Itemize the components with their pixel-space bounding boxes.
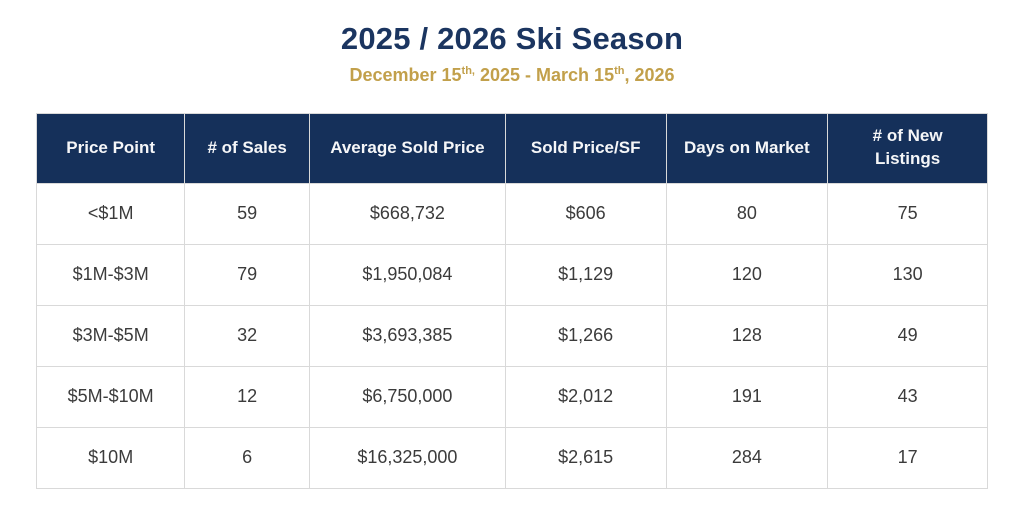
table-cell: 79	[184, 243, 310, 306]
table-cell: <$1M	[35, 182, 186, 245]
table-cell: $1M-$3M	[35, 243, 186, 306]
table-cell: 284	[665, 426, 829, 489]
column-header: Average Sold Price	[308, 112, 506, 184]
table-cell: $1,129	[504, 243, 667, 306]
table-row: $3M-$5M 32 $3,693,385 $1,266 128 49	[35, 304, 988, 367]
subtitle-superscript-1: th,	[461, 65, 475, 78]
table-cell: 128	[665, 304, 829, 367]
table-cell: $3M-$5M	[35, 304, 186, 367]
table-cell: 43	[827, 365, 988, 428]
page-title: 2025 / 2026 Ski Season	[340, 21, 684, 56]
subtitle-superscript-2: th	[614, 65, 625, 78]
page-subtitle: December 15th, 2025 - March 15th, 2026	[0, 65, 1024, 87]
table-cell: 75	[827, 182, 988, 245]
column-header: # of Sales	[184, 112, 310, 184]
table-header-row: Price Point # of Sales Average Sold Price S…	[35, 112, 988, 184]
table-cell: $6,750,000	[308, 365, 506, 428]
table-row: <$1M 59 $668,732 $606 80 75	[35, 182, 988, 245]
column-header: Days on Market	[665, 112, 829, 184]
table-cell: 6	[184, 426, 310, 489]
table-cell: $606	[504, 182, 667, 245]
table-cell: 17	[827, 426, 988, 489]
table-cell: 130	[827, 243, 988, 306]
table-row: $1M-$3M 79 $1,950,084 $1,129 120 130	[35, 243, 988, 306]
season-stats-table: Price Point # of Sales Average Sold Price S…	[35, 112, 988, 489]
table-header: Price Point # of Sales Average Sold Price S…	[35, 112, 988, 184]
table-cell: 49	[827, 304, 988, 367]
table-cell: $1,266	[504, 304, 667, 367]
table-body: <$1M 59 $668,732 $606 80 75 $1M-$3M 79 $1,950,08…	[35, 182, 988, 489]
table-cell: 120	[665, 243, 829, 306]
table-cell: 191	[665, 365, 829, 428]
subtitle-text-suffix: , 2026	[624, 65, 675, 86]
table-cell: 12	[184, 365, 310, 428]
table-cell: $10M	[35, 426, 186, 489]
column-header: Price Point	[35, 112, 186, 184]
table-cell: $1,950,084	[308, 243, 506, 306]
table-cell: $2,012	[504, 365, 667, 428]
table-cell: 59	[184, 182, 310, 245]
subtitle-text-prefix: December 15	[349, 65, 462, 86]
table-cell: 80	[665, 182, 829, 245]
table-cell: $5M-$10M	[35, 365, 186, 428]
table-row: $10M 6 $16,325,000 $2,615 284 17	[35, 426, 988, 489]
table-cell: $668,732	[308, 182, 506, 245]
table-cell: $3,693,385	[308, 304, 506, 367]
subtitle-text-middle: 2025 - March 15	[475, 65, 615, 86]
table-cell: $16,325,000	[308, 426, 506, 489]
table-cell: $2,615	[504, 426, 667, 489]
season-table-container: Price Point # of Sales Average Sold Price S…	[0, 112, 1024, 489]
table-cell: 32	[184, 304, 310, 367]
column-header: Sold Price/SF	[504, 112, 667, 184]
column-header: # of New Listings	[827, 112, 988, 184]
table-row: $5M-$10M 12 $6,750,000 $2,012 191 43	[35, 365, 988, 428]
